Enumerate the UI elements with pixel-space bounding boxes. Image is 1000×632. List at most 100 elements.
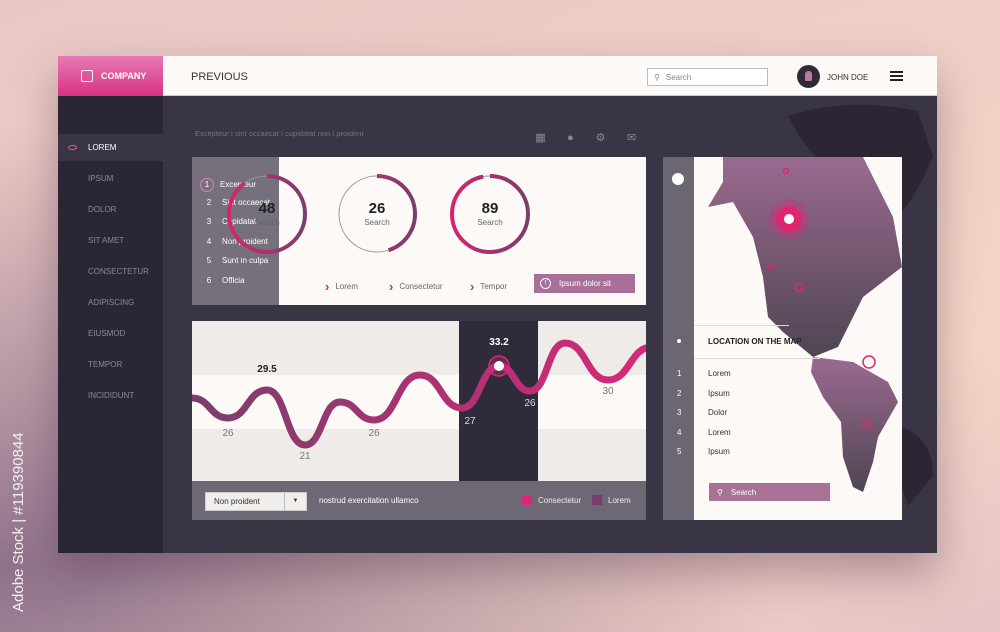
list-label: Sunt in culpa — [222, 256, 269, 265]
sidebar-item-incididunt[interactable]: INCIDIDUNT — [58, 382, 163, 409]
ring-label: Search — [254, 218, 280, 227]
stat-ring: 26 Search — [337, 174, 417, 254]
legend-swatch — [522, 495, 532, 505]
sidebar-item-sit-amet[interactable]: SIT AMET — [58, 227, 163, 254]
sidebar-item-eiusmod[interactable]: EIUSMOD — [58, 320, 163, 347]
list-label: Sint occaecat — [222, 197, 271, 207]
sidebar-item-label: SIT AMET — [88, 236, 125, 245]
brand-name: COMPANY — [101, 71, 147, 81]
list-number: 6 — [206, 275, 212, 285]
sidebar-item-dolor[interactable]: DOLOR — [58, 196, 163, 223]
list-item[interactable]: 4 Non proident — [202, 237, 268, 246]
map-search-label: Search — [730, 487, 757, 497]
data-label: 26 — [368, 428, 380, 439]
map-item-number: 4 — [677, 427, 682, 437]
highlight-point[interactable] — [494, 361, 504, 371]
data-label: 21 — [299, 451, 311, 462]
bullet-icon — [677, 339, 681, 343]
map-list-item[interactable]: Dolor — [708, 408, 728, 417]
avatar[interactable] — [797, 65, 820, 88]
chevron-right-icon: › — [470, 279, 475, 294]
list-label: Officia — [222, 275, 245, 285]
map-item-number: 1 — [677, 369, 682, 378]
filter-select[interactable]: Non proident ▼ — [205, 492, 307, 511]
ring-gauge — [337, 174, 417, 254]
list-number: 5 — [206, 256, 212, 265]
ring-label: Search — [364, 218, 390, 227]
ring-value: 26 — [368, 200, 386, 217]
ring-gauge — [227, 174, 307, 254]
series-line — [188, 339, 656, 449]
dollar-icon[interactable]: ● — [567, 132, 574, 144]
map-list-item[interactable]: Ipsum — [708, 388, 730, 398]
user-name[interactable]: JOHN DOE — [827, 73, 869, 82]
sidebar-item-tempor[interactable]: TEMPOR — [58, 351, 163, 378]
ring-label: Search — [477, 218, 503, 227]
data-label: 26 — [524, 398, 536, 409]
search-icon: ⚲ — [717, 487, 723, 497]
legend-lorem: Lorem — [592, 495, 631, 505]
sidebar-item-adipiscing[interactable]: ADIPISCING — [58, 289, 163, 316]
calendar-icon[interactable]: ▦ — [535, 132, 546, 144]
mail-icon[interactable]: ✉ — [626, 132, 637, 144]
list-item[interactable]: 3 Cupidatat — [202, 217, 256, 226]
chevron-right-icon: › — [325, 279, 330, 294]
list-label: Cupidatat — [222, 217, 257, 226]
sidebar-item-label: ADIPISCING — [88, 298, 135, 307]
map-search-button[interactable]: ⚲ Search — [709, 483, 830, 501]
legend-consectetur: Consectetur — [522, 495, 581, 505]
sidebar-item-label: IPSUM — [88, 174, 114, 183]
ring-gauge — [450, 174, 530, 254]
chart-plot: 26 29.5 21 26 27 33.2 26 30 — [188, 321, 656, 481]
list-item[interactable]: 6 Officia — [202, 276, 245, 285]
eye-icon — [68, 145, 77, 150]
watermark: Adobe Stock | #119390844 — [10, 432, 27, 612]
link-label: Tempor — [480, 282, 508, 291]
map-panel: LOCATION ON THE MAP 1 Lorem 2 Ipsum 3 Dolor 4 L… — [663, 157, 902, 520]
map-strip — [663, 157, 694, 520]
map-item-number: 2 — [677, 388, 682, 398]
sidebar-item-lorem[interactable]: LOREM — [58, 134, 163, 161]
map-list-item[interactable]: Lorem — [708, 369, 731, 378]
alert-button[interactable]: ! Ipsum dolor sit — [534, 274, 635, 293]
globe-icon[interactable] — [672, 173, 684, 185]
link-tempor[interactable]: › Tempor — [470, 279, 507, 294]
map-title: LOCATION ON THE MAP — [708, 337, 802, 346]
map-list-item[interactable]: Ipsum — [708, 447, 730, 456]
hamburger-menu-icon[interactable] — [890, 71, 903, 81]
sidebar-item-label: CONSECTETUR — [88, 267, 149, 276]
sidebar-item-label: LOREM — [88, 143, 117, 152]
link-label: Lorem — [335, 282, 359, 291]
data-label: 29.5 — [257, 364, 277, 375]
breadcrumb: Excepteur I sint occaecat I cupidatat no… — [195, 129, 364, 138]
map-item-number: 5 — [677, 447, 682, 456]
divider — [694, 325, 789, 326]
logo-icon — [81, 70, 93, 82]
sidebar-item-consectetur[interactable]: CONSECTETUR — [58, 258, 163, 285]
list-item[interactable]: 2 Sint occaecat — [202, 198, 270, 207]
list-item[interactable]: 5 Sunt in culpa — [202, 256, 269, 265]
divider — [694, 358, 820, 359]
sidebar-item-ipsum[interactable]: IPSUM — [58, 165, 163, 192]
list-number: 3 — [206, 217, 212, 226]
alert-label: Ipsum dolor sit — [559, 279, 612, 288]
chevron-right-icon: › — [389, 279, 394, 294]
gear-icon[interactable]: ⚙ — [595, 132, 606, 144]
data-label: 33.2 — [489, 337, 509, 348]
chevron-down-icon[interactable]: ▼ — [284, 493, 306, 510]
link-lorem[interactable]: › Lorem — [325, 279, 358, 294]
previous-link[interactable]: PREVIOUS — [191, 71, 248, 83]
chart-band — [192, 375, 646, 429]
sidebar: LOREM IPSUM DOLOR SIT AMET CONSECTETUR ADIPIS… — [58, 96, 163, 553]
dashboard-window: COMPANY PREVIOUS ⚲ Search JOHN DOE LOREM I… — [58, 56, 937, 553]
search-input[interactable]: ⚲ Search — [647, 68, 768, 86]
search-icon: ⚲ — [654, 72, 660, 82]
list-item[interactable]: 1 Excepteur — [200, 178, 256, 192]
map-list-item[interactable]: Lorem — [708, 427, 731, 437]
company-logo[interactable]: COMPANY — [58, 56, 163, 96]
legend-label: Consectetur — [538, 495, 582, 505]
link-consectetur[interactable]: › Consectetur — [389, 279, 442, 294]
data-label: 26 — [222, 428, 234, 439]
list-number: 4 — [206, 236, 212, 246]
americas-map — [708, 157, 902, 492]
